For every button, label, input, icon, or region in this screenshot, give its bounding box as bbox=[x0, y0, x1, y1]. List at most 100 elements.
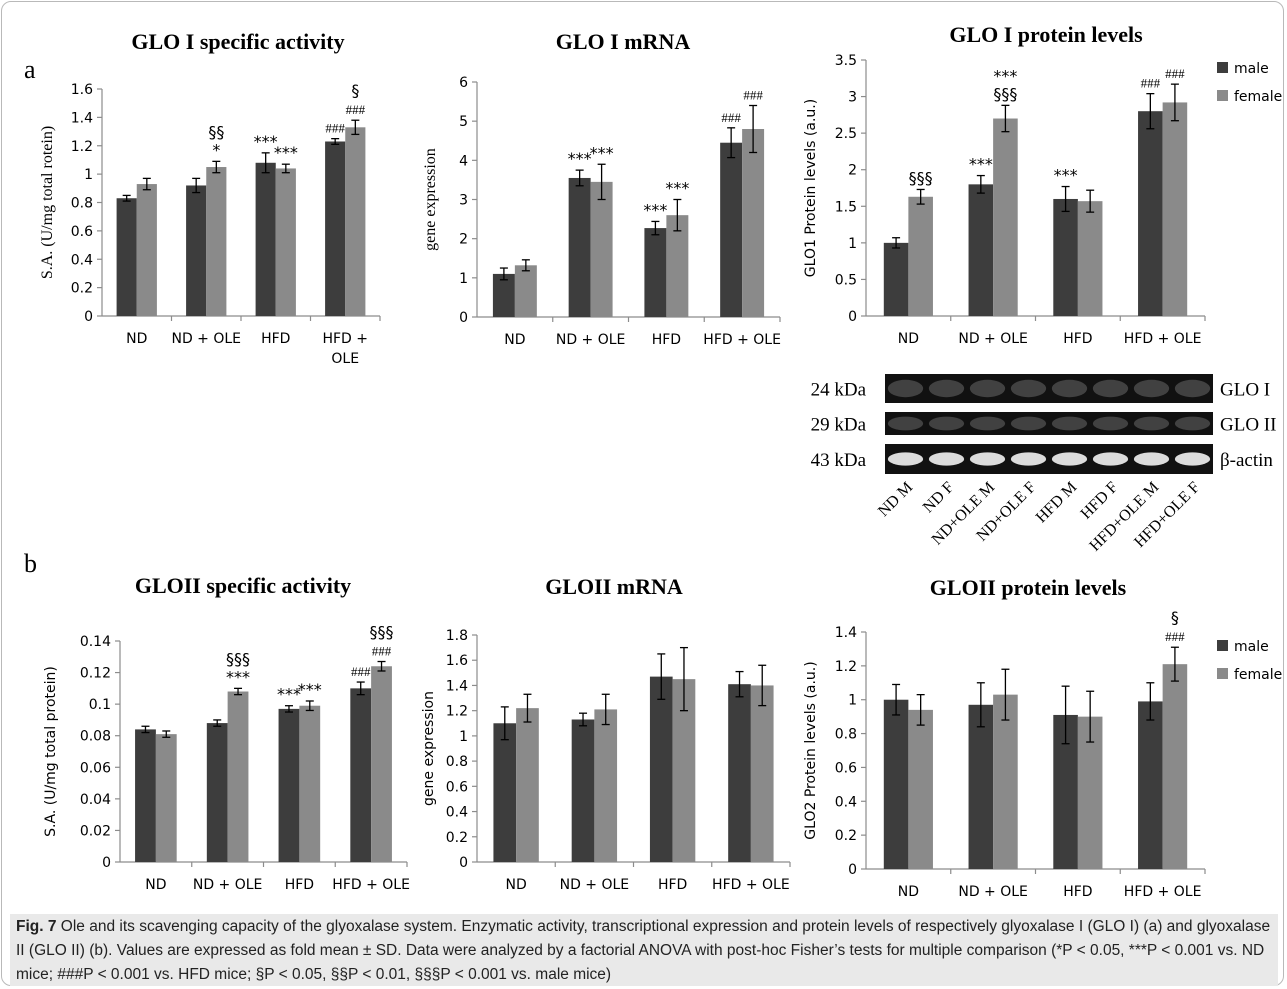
blot-band bbox=[1174, 416, 1211, 431]
bar-male bbox=[206, 723, 228, 862]
y-tick-label: 0.6 bbox=[835, 760, 857, 776]
blot-band bbox=[928, 416, 965, 431]
y-tick-label: 1 bbox=[459, 271, 468, 287]
x-tick-label: HFD + OLE bbox=[332, 877, 410, 893]
significance-label: *** bbox=[1054, 166, 1078, 185]
bar-male bbox=[883, 242, 909, 316]
significance-label: §§§ bbox=[909, 168, 933, 187]
y-tick-label: 3.5 bbox=[835, 53, 857, 69]
blot-protein-label: β-actin bbox=[1220, 450, 1273, 471]
significance-label: *** bbox=[993, 66, 1017, 85]
y-tick-label: 2.5 bbox=[835, 126, 857, 142]
bar-female bbox=[516, 708, 539, 862]
y-tick-label: 0 bbox=[459, 310, 468, 326]
y-tick-label: 4 bbox=[459, 153, 468, 169]
bar-male bbox=[728, 684, 751, 862]
bar-female bbox=[275, 168, 296, 316]
y-tick-label: 0.8 bbox=[835, 727, 857, 743]
bar-male bbox=[1138, 701, 1163, 869]
y-tick-label: 1.4 bbox=[835, 625, 857, 641]
y-tick-label: 0.02 bbox=[80, 823, 111, 839]
blot-band bbox=[887, 379, 924, 398]
y-tick-label: 1 bbox=[459, 729, 468, 745]
chart-3: GLO I protein levels GLO1 Protein levels … bbox=[803, 22, 1282, 347]
y-tick-label: 3 bbox=[848, 90, 857, 106]
y-tick-label: 0.2 bbox=[71, 281, 93, 297]
caption-fig-label: Fig. 7 bbox=[16, 918, 57, 935]
bar-male bbox=[968, 184, 994, 316]
y-tick-label: 5 bbox=[459, 114, 468, 130]
y-tick-label: 1.5 bbox=[835, 199, 857, 215]
y-tick-label: 6 bbox=[459, 75, 468, 91]
x-tick-label: HFD + OLE bbox=[1124, 884, 1202, 900]
blot-band bbox=[1133, 379, 1170, 398]
bar-male bbox=[568, 177, 591, 317]
y-tick-label: 2 bbox=[459, 232, 468, 248]
blot-band bbox=[1051, 379, 1088, 398]
y-tick-label: 2 bbox=[848, 163, 857, 179]
significance-label: ### bbox=[721, 110, 741, 125]
bar-male bbox=[255, 162, 276, 316]
chart-4: GLOII specific activity S.A. (U/mg total … bbox=[43, 573, 410, 893]
significance-label: ### bbox=[1141, 76, 1161, 91]
panel-label-b: b bbox=[24, 549, 37, 578]
x-tick-label: HFD + OLE bbox=[712, 877, 790, 893]
y-tick-label: 0.4 bbox=[446, 805, 468, 821]
bar-male bbox=[493, 723, 517, 862]
x-tick-label: ND bbox=[505, 877, 526, 893]
bar-female bbox=[666, 215, 689, 317]
chart-title: GLO I mRNA bbox=[556, 29, 691, 54]
x-tick-label: HFD bbox=[1063, 331, 1092, 347]
y-tick-label: 0.8 bbox=[446, 754, 468, 770]
bar-male bbox=[492, 273, 515, 317]
significance-label: *** bbox=[643, 200, 667, 219]
bar-male bbox=[325, 141, 346, 316]
significance-label: *** bbox=[274, 143, 298, 162]
blot-band bbox=[1092, 452, 1129, 466]
legend-swatch-female bbox=[1217, 668, 1228, 679]
x-tick-label: ND bbox=[898, 331, 919, 347]
bar-female bbox=[993, 694, 1018, 869]
y-tick-label: 0.1 bbox=[89, 697, 111, 713]
bar-male bbox=[720, 142, 743, 317]
significance-label: *** bbox=[226, 667, 250, 686]
blot-band bbox=[1092, 416, 1129, 431]
bar-male bbox=[135, 729, 156, 862]
significance-label: § bbox=[351, 81, 359, 100]
blot-band bbox=[1010, 379, 1047, 398]
legend-label-male: male bbox=[1234, 639, 1269, 655]
bar-female bbox=[908, 709, 933, 869]
bar-male bbox=[186, 185, 207, 316]
significance-label: §§§ bbox=[370, 623, 394, 642]
bar-male bbox=[278, 708, 300, 862]
y-tick-label: 0.6 bbox=[71, 224, 93, 240]
bar-female bbox=[742, 129, 765, 317]
significance-label: ### bbox=[1165, 66, 1185, 81]
significance-label: ### bbox=[1165, 629, 1185, 644]
chart-1: GLO I specific activity S.A. (U/mg total … bbox=[39, 29, 381, 367]
x-tick-label: HFD + OLE bbox=[1124, 331, 1202, 347]
figure-canvas: a b GLO I specific activity S.A. (U/mg to… bbox=[24, 22, 1282, 900]
y-axis-label: S.A. (U/mg total protein) bbox=[43, 666, 59, 837]
y-tick-label: 0.4 bbox=[71, 252, 93, 268]
panel-label-a: a bbox=[24, 55, 36, 84]
chart-title: GLO I specific activity bbox=[131, 29, 344, 54]
blot-band bbox=[928, 452, 965, 466]
y-tick-label: 0.5 bbox=[835, 272, 857, 288]
significance-label: *** bbox=[969, 155, 993, 174]
blot-band bbox=[887, 416, 924, 431]
y-tick-label: 1.6 bbox=[446, 653, 468, 669]
significance-label: ### bbox=[372, 644, 392, 659]
bar-female bbox=[514, 265, 537, 317]
blot-strip bbox=[885, 412, 1213, 435]
blot-band bbox=[1010, 452, 1047, 466]
y-axis-label: GLO2 Protein levels (a.u.) bbox=[803, 661, 819, 839]
bar-female bbox=[136, 184, 157, 316]
blot-band bbox=[1010, 416, 1047, 431]
bar-male bbox=[350, 688, 372, 862]
blot-band bbox=[887, 452, 924, 466]
legend-label-female: female bbox=[1234, 667, 1282, 683]
chart-title: GLOII mRNA bbox=[545, 574, 683, 599]
bar-female bbox=[299, 705, 321, 862]
bar-female bbox=[908, 196, 933, 316]
